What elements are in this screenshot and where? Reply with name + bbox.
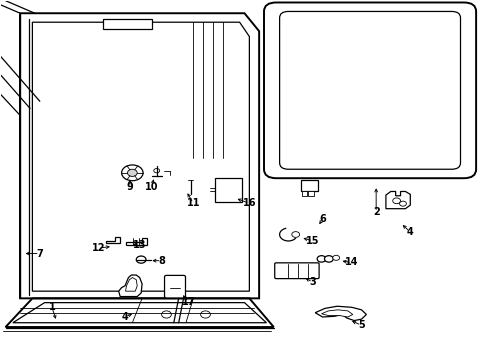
FancyBboxPatch shape [274, 263, 319, 279]
Text: 12: 12 [91, 243, 105, 253]
FancyBboxPatch shape [164, 275, 185, 298]
Text: 14: 14 [345, 257, 358, 267]
Text: 15: 15 [305, 236, 319, 246]
Text: 16: 16 [242, 198, 256, 208]
Bar [301, 191, 307, 196]
Text: 4: 4 [122, 312, 128, 322]
Bar [103, 19, 152, 30]
Text: 2: 2 [372, 207, 379, 217]
Polygon shape [315, 306, 366, 320]
Polygon shape [119, 275, 142, 297]
Polygon shape [385, 192, 409, 209]
Circle shape [324, 256, 332, 262]
Circle shape [127, 169, 137, 176]
Polygon shape [126, 238, 147, 245]
Text: 1: 1 [48, 302, 55, 312]
Text: 5: 5 [357, 320, 364, 330]
Text: 3: 3 [309, 277, 316, 287]
Polygon shape [105, 237, 120, 243]
Text: 10: 10 [145, 182, 158, 192]
Polygon shape [125, 278, 137, 291]
Text: 11: 11 [186, 198, 200, 208]
Circle shape [332, 255, 339, 260]
Text: 13: 13 [133, 239, 146, 249]
Text: 9: 9 [126, 182, 133, 192]
Text: 8: 8 [158, 256, 165, 266]
Circle shape [317, 256, 325, 262]
Bar [300, 180, 317, 191]
Bar [307, 191, 313, 196]
Circle shape [392, 198, 400, 204]
Circle shape [136, 256, 146, 263]
Polygon shape [321, 310, 352, 317]
Bar [215, 178, 242, 202]
Text: 6: 6 [319, 215, 325, 224]
Circle shape [200, 311, 210, 318]
Circle shape [154, 168, 159, 173]
Circle shape [122, 165, 143, 181]
Circle shape [161, 311, 171, 318]
Text: 4: 4 [406, 227, 413, 237]
Circle shape [399, 201, 406, 206]
Text: 7: 7 [36, 248, 43, 258]
Text: 17: 17 [182, 297, 195, 307]
Circle shape [291, 231, 299, 237]
